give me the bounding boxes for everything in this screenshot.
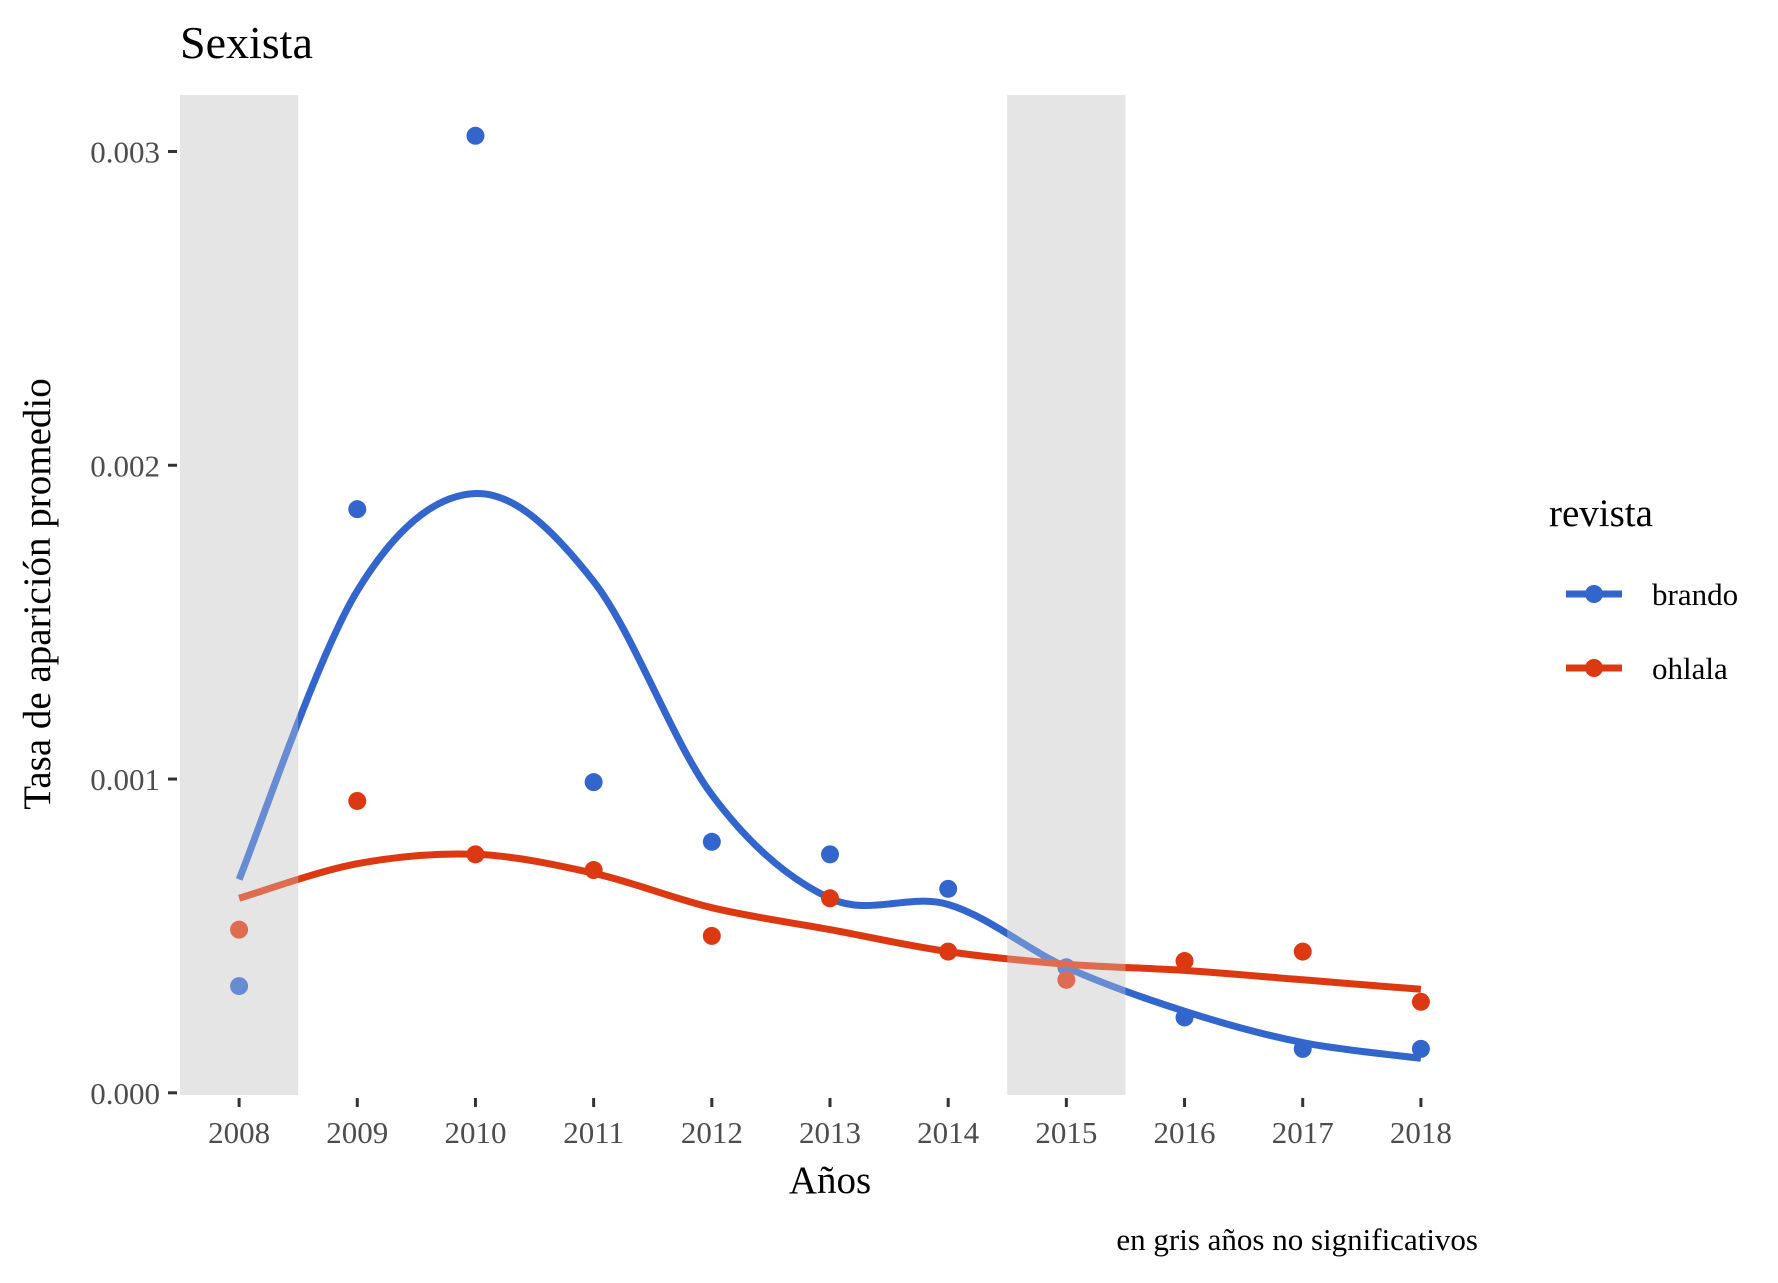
y-tick-label: 0.003 [90, 134, 160, 169]
series-ohlala [230, 791, 1430, 1011]
ohlala-point-2018 [1411, 992, 1430, 1011]
series-layer [180, 95, 1430, 1095]
axes: 0.000 0.001 0.002 0.003 2008 2009 2010 2011 2012… [90, 134, 1452, 1150]
ohlala-point-2014 [939, 942, 958, 961]
chart-title: Sexista [180, 17, 313, 68]
ohlala-point-2012 [702, 926, 721, 945]
x-tick-label: 2015 [1035, 1115, 1097, 1150]
brando-point-2010 [466, 126, 485, 145]
brando-point-2016 [1175, 1008, 1194, 1027]
brando-point-2014 [939, 879, 958, 898]
x-tick-label: 2010 [444, 1115, 506, 1150]
ohlala-point-2009 [348, 791, 367, 810]
ohlala-point-2010 [466, 845, 485, 864]
ohlala-point-2013 [821, 889, 839, 908]
x-axis-title: Años [789, 1159, 871, 1202]
x-tick-label: 2018 [1390, 1115, 1452, 1150]
x-tick-label: 2008 [208, 1115, 270, 1150]
brando-point-2012 [702, 832, 721, 851]
ohlala-point-2015 [1057, 970, 1076, 989]
brando-point-2008 [230, 977, 249, 996]
x-tick-label: 2013 [799, 1115, 861, 1150]
legend-item-brando[interactable]: brando [1566, 577, 1738, 612]
band-year-2015 [1007, 95, 1126, 1095]
ohlala-smooth-line [238, 850, 1422, 993]
legend-swatch-point [1585, 659, 1603, 677]
legend-items: brando ohlala [1566, 577, 1738, 686]
y-tick-label: 0.002 [90, 448, 160, 483]
x-tick-label: 2012 [681, 1115, 743, 1150]
legend-item-ohlala[interactable]: ohlala [1566, 651, 1728, 686]
x-tick-label: 2011 [563, 1115, 624, 1150]
brando-point-2009 [348, 500, 367, 519]
ohlala-point-2016 [1175, 952, 1194, 971]
ohlala-point-2011 [584, 861, 603, 880]
band-overlay-year-2015 [1007, 95, 1126, 1095]
series-brando [230, 126, 1430, 1062]
brando-point-2013 [821, 845, 839, 864]
x-tick-label: 2016 [1154, 1115, 1216, 1150]
y-tick-label: 0.001 [90, 762, 160, 797]
brando-point-2017 [1293, 1039, 1312, 1058]
legend-swatch-point [1585, 585, 1603, 603]
x-tick-label: 2014 [917, 1115, 980, 1150]
legend-label: ohlala [1652, 651, 1728, 686]
ohlala-point-2017 [1293, 942, 1312, 961]
ohlala-point-2008 [230, 920, 249, 939]
legend-title: revista [1549, 492, 1653, 535]
band-overlay-year-2008 [180, 95, 299, 1095]
x-tick-label: 2017 [1272, 1115, 1334, 1150]
brando-point-2018 [1411, 1039, 1430, 1058]
y-axis-title: Tasa de aparición promedio [16, 378, 59, 810]
non-significant-bands [180, 95, 1126, 1095]
y-tick-label: 0.000 [90, 1076, 160, 1111]
legend-label: brando [1652, 577, 1738, 612]
brando-point-2011 [584, 773, 603, 792]
caption: en gris años no significativos [1116, 1222, 1478, 1257]
x-tick-label: 2009 [326, 1115, 388, 1150]
band-overlay [180, 95, 1126, 1095]
legend[interactable]: revista brando ohlala [1549, 492, 1738, 686]
